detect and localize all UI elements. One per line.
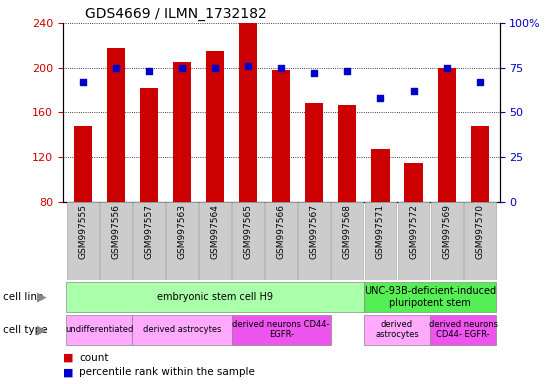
Text: ■: ■ xyxy=(63,367,73,377)
Bar xyxy=(100,202,132,280)
Point xyxy=(244,63,252,69)
Text: derived
astrocytes: derived astrocytes xyxy=(375,320,419,339)
Text: GSM997566: GSM997566 xyxy=(277,204,286,259)
Text: undifferentiated: undifferentiated xyxy=(65,325,133,334)
Text: GSM997555: GSM997555 xyxy=(78,204,87,259)
Bar xyxy=(339,104,357,202)
Text: UNC-93B-deficient-induced
pluripotent stem: UNC-93B-deficient-induced pluripotent st… xyxy=(364,286,496,308)
Text: GDS4669 / ILMN_1732182: GDS4669 / ILMN_1732182 xyxy=(85,7,266,21)
Bar xyxy=(140,88,158,202)
Bar xyxy=(405,162,423,202)
Point xyxy=(476,79,484,85)
Text: GSM997564: GSM997564 xyxy=(211,204,219,259)
Bar xyxy=(371,149,389,202)
Text: GSM997567: GSM997567 xyxy=(310,204,319,259)
Bar xyxy=(206,51,224,202)
Bar xyxy=(299,202,330,280)
Bar xyxy=(437,68,456,202)
Point xyxy=(78,79,87,85)
Text: ▶: ▶ xyxy=(37,323,47,336)
Bar xyxy=(132,314,232,345)
Point xyxy=(376,95,385,101)
Bar xyxy=(364,314,430,345)
Bar xyxy=(232,202,264,280)
Text: derived neurons
CD44- EGFR-: derived neurons CD44- EGFR- xyxy=(429,320,498,339)
Text: GSM997557: GSM997557 xyxy=(144,204,153,259)
Bar xyxy=(166,202,198,280)
Bar xyxy=(430,314,496,345)
Bar xyxy=(272,70,290,202)
Bar xyxy=(239,23,257,202)
Text: GSM997569: GSM997569 xyxy=(442,204,451,259)
Text: ■: ■ xyxy=(63,353,73,363)
Text: count: count xyxy=(79,353,109,363)
Point xyxy=(177,65,186,71)
Point xyxy=(145,68,153,74)
Bar xyxy=(232,314,331,345)
Bar xyxy=(464,202,496,280)
Text: GSM997572: GSM997572 xyxy=(409,204,418,259)
Bar xyxy=(305,103,323,202)
Bar xyxy=(67,202,98,280)
Point xyxy=(343,68,352,74)
Text: GSM997565: GSM997565 xyxy=(244,204,253,259)
Bar xyxy=(265,202,297,280)
Bar xyxy=(364,282,496,312)
Bar xyxy=(66,314,132,345)
Bar xyxy=(365,202,396,280)
Bar xyxy=(133,202,165,280)
Bar xyxy=(397,202,430,280)
Point xyxy=(409,88,418,94)
Text: embryonic stem cell H9: embryonic stem cell H9 xyxy=(157,292,273,302)
Text: GSM997556: GSM997556 xyxy=(111,204,120,259)
Bar xyxy=(331,202,363,280)
Text: GSM997563: GSM997563 xyxy=(177,204,186,259)
Bar xyxy=(74,126,92,202)
Point xyxy=(277,65,286,71)
Text: derived astrocytes: derived astrocytes xyxy=(143,325,221,334)
Point xyxy=(211,65,219,71)
Text: GSM997570: GSM997570 xyxy=(475,204,484,259)
Point xyxy=(310,70,319,76)
Text: derived neurons CD44-
EGFR-: derived neurons CD44- EGFR- xyxy=(233,320,330,339)
Bar xyxy=(199,202,231,280)
Bar xyxy=(106,48,125,202)
Bar xyxy=(66,282,364,312)
Text: ▶: ▶ xyxy=(37,291,47,303)
Bar xyxy=(431,202,462,280)
Text: cell line: cell line xyxy=(3,292,43,302)
Text: cell type: cell type xyxy=(3,324,48,335)
Text: GSM997568: GSM997568 xyxy=(343,204,352,259)
Point xyxy=(442,65,451,71)
Text: percentile rank within the sample: percentile rank within the sample xyxy=(79,367,255,377)
Bar xyxy=(471,126,489,202)
Text: GSM997571: GSM997571 xyxy=(376,204,385,259)
Point xyxy=(111,65,120,71)
Bar xyxy=(173,62,191,202)
